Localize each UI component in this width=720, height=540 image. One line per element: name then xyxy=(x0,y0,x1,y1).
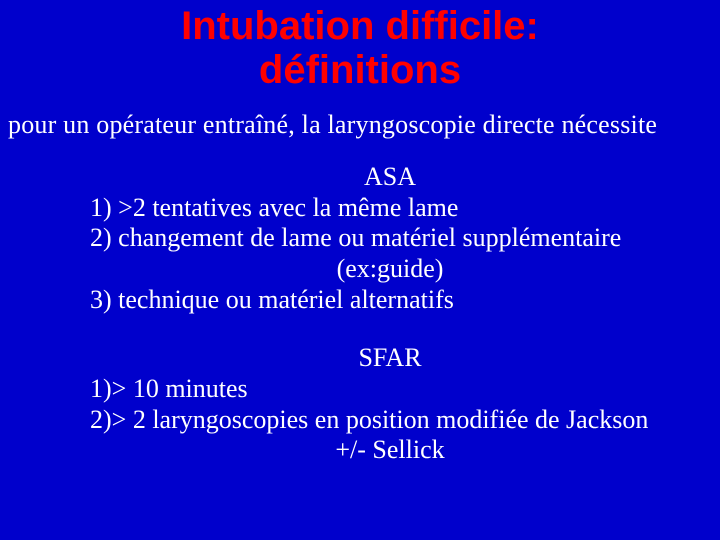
sfar-item-2-sub: +/- Sellick xyxy=(90,435,690,466)
asa-item-2: 2) changement de lame ou matériel supplé… xyxy=(90,223,690,254)
slide-title: Intubation difficile: définitions xyxy=(0,0,720,92)
sfar-item-1: 1)> 10 minutes xyxy=(90,374,690,405)
title-line-2: définitions xyxy=(259,48,461,92)
slide: Intubation difficile: définitions pour u… xyxy=(0,0,720,540)
asa-item-3: 3) technique ou matériel alternatifs xyxy=(90,285,690,316)
asa-item-2-sub: (ex:guide) xyxy=(90,254,690,285)
title-line-1: Intubation difficile: xyxy=(181,4,539,48)
sfar-block: SFAR 1)> 10 minutes 2)> 2 laryngoscopies… xyxy=(90,343,690,466)
asa-block: ASA 1) >2 tentatives avec la même lame 2… xyxy=(90,162,690,315)
sfar-label: SFAR xyxy=(90,343,690,374)
intro-text: pour un opérateur entraîné, la laryngosc… xyxy=(8,110,720,140)
sfar-item-2: 2)> 2 laryngoscopies en position modifié… xyxy=(90,405,690,436)
asa-label: ASA xyxy=(90,162,690,193)
asa-item-1: 1) >2 tentatives avec la même lame xyxy=(90,193,690,224)
